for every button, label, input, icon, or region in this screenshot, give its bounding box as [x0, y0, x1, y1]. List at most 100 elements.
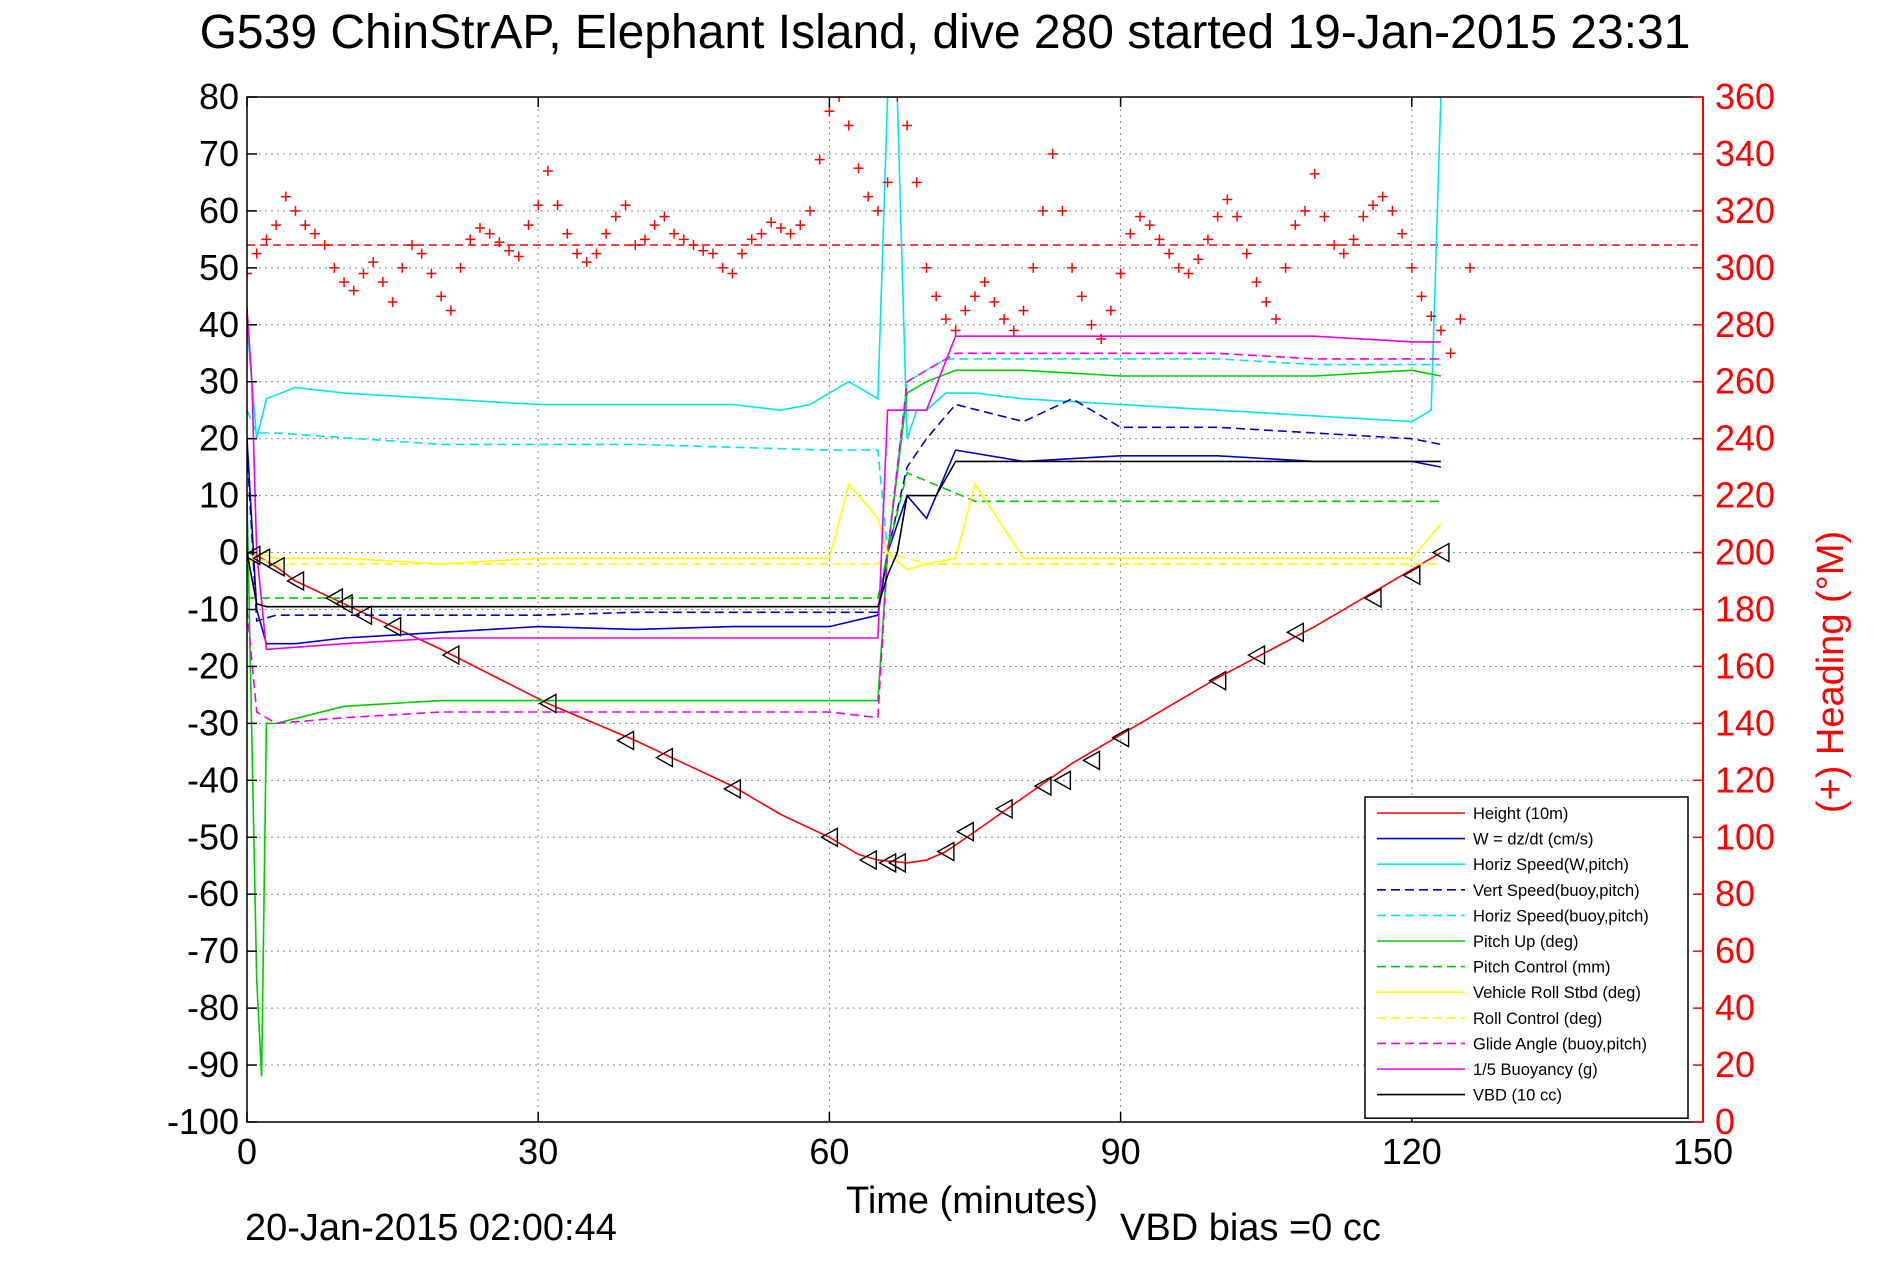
- heading-point: [271, 220, 282, 231]
- heading-point: [368, 257, 379, 268]
- heading-point: [1358, 211, 1369, 222]
- heading-point: [290, 205, 301, 216]
- heading-point: [834, 97, 845, 102]
- heading-point: [523, 220, 534, 231]
- heading-point: [1377, 191, 1388, 202]
- triangle-marker: [324, 587, 344, 609]
- y-tick-label: 50: [199, 247, 239, 288]
- heading-point: [1406, 262, 1417, 273]
- right-tick-label: 20: [1715, 1044, 1755, 1085]
- triangle-marker: [266, 556, 285, 577]
- triangle-marker: [286, 570, 305, 592]
- heading-point: [737, 248, 748, 259]
- heading-point: [853, 163, 864, 174]
- x-tick-label: 30: [518, 1131, 558, 1172]
- heading-point: [1309, 168, 1320, 179]
- right-tick-label: 360: [1715, 76, 1775, 117]
- triangle-marker: [1052, 770, 1072, 791]
- triangle-marker: [858, 849, 877, 871]
- y-tick-label: -20: [187, 645, 239, 686]
- heading-point: [707, 248, 718, 259]
- heading-point: [970, 291, 980, 302]
- heading-point: [1096, 334, 1107, 345]
- heading-point: [863, 191, 874, 202]
- y-tick-label: -40: [187, 759, 239, 800]
- heading-point: [1338, 248, 1349, 259]
- legend-label: VBD (10 cc): [1473, 1087, 1562, 1105]
- right-tick-label: 240: [1715, 418, 1775, 459]
- heading-point: [416, 248, 427, 259]
- x-tick-label: 120: [1382, 1131, 1442, 1172]
- triangle-marker: [1208, 670, 1227, 691]
- heading-point: [387, 297, 398, 307]
- heading-point: [1222, 194, 1233, 205]
- right-tick-label: 280: [1715, 304, 1775, 345]
- heading-point: [591, 248, 602, 259]
- triangle-marker: [1082, 750, 1101, 771]
- heading-point: [804, 205, 815, 216]
- timestamp-footer: 20-Jan-2015 02:00:44: [245, 1207, 617, 1249]
- heading-point: [1397, 228, 1408, 239]
- heading-point: [1028, 262, 1039, 273]
- right-tick-label: 100: [1715, 816, 1775, 857]
- heading-point: [1426, 311, 1437, 322]
- heading-point: [1319, 211, 1330, 222]
- y-tick-label: -70: [187, 930, 239, 971]
- right-tick-label: 40: [1715, 987, 1755, 1028]
- heading-point: [455, 262, 466, 273]
- y-tick-label: 80: [199, 76, 239, 117]
- legend-label: Roll Control (deg): [1473, 1010, 1602, 1028]
- heading-point: [494, 237, 505, 248]
- heading-point: [601, 228, 612, 239]
- heading-point: [397, 262, 408, 273]
- triangle-marker: [1285, 622, 1305, 643]
- heading-point: [659, 211, 670, 222]
- series-line-3: [247, 397, 1442, 622]
- heading-point: [552, 200, 563, 211]
- triangle-marker: [441, 644, 460, 666]
- heading-point: [445, 305, 456, 316]
- vbd-bias-footer: VBD bias =0 cc: [1120, 1207, 1381, 1249]
- heading-point: [348, 285, 359, 296]
- legend-label: 1/5 Buoyancy (g): [1473, 1061, 1598, 1079]
- triangle-marker: [819, 827, 839, 848]
- heading-point: [669, 228, 680, 239]
- triangle-marker: [252, 548, 271, 569]
- legend-label: Height (10m): [1473, 805, 1568, 823]
- right-tick-label: 0: [1715, 1101, 1735, 1142]
- triangle-marker: [1111, 727, 1130, 748]
- series-line-0: [247, 551, 1442, 864]
- triangle-marker: [1247, 644, 1266, 666]
- heading-point: [785, 228, 796, 239]
- heading-point: [247, 268, 252, 279]
- series-line-4: [247, 358, 1441, 553]
- heading-point: [572, 248, 583, 259]
- legend-label: Vert Speed(buoy,pitch): [1473, 882, 1640, 900]
- legend-label: Pitch Control (mm): [1473, 959, 1611, 977]
- legend: Height (10m) W = dz/dt (cm/s) Horiz Speed(…: [1364, 796, 1689, 1119]
- heading-point: [542, 166, 553, 177]
- triangle-marker: [616, 730, 635, 751]
- triangle-marker: [722, 778, 742, 800]
- triangle-marker: [538, 693, 557, 714]
- y-tick-label: 10: [199, 475, 239, 516]
- heading-point: [843, 120, 854, 131]
- heading-point: [756, 228, 767, 239]
- series-layer: [247, 97, 1703, 1077]
- right-tick-label: 300: [1715, 247, 1775, 288]
- series-line-11: [247, 460, 1441, 608]
- heading-point: [698, 245, 709, 256]
- heading-point: [1455, 314, 1466, 325]
- heading-point: [931, 291, 942, 302]
- heading-point: [465, 234, 476, 245]
- heading-point: [1008, 325, 1019, 336]
- y-tick-label: -60: [187, 873, 239, 914]
- heading-point: [1018, 305, 1029, 316]
- heading-point: [1261, 297, 1272, 307]
- heading-point: [1173, 262, 1184, 273]
- series-line-2: [247, 97, 1442, 439]
- heading-point: [1416, 291, 1427, 302]
- heading-point: [688, 240, 699, 251]
- heading-point: [1193, 254, 1204, 265]
